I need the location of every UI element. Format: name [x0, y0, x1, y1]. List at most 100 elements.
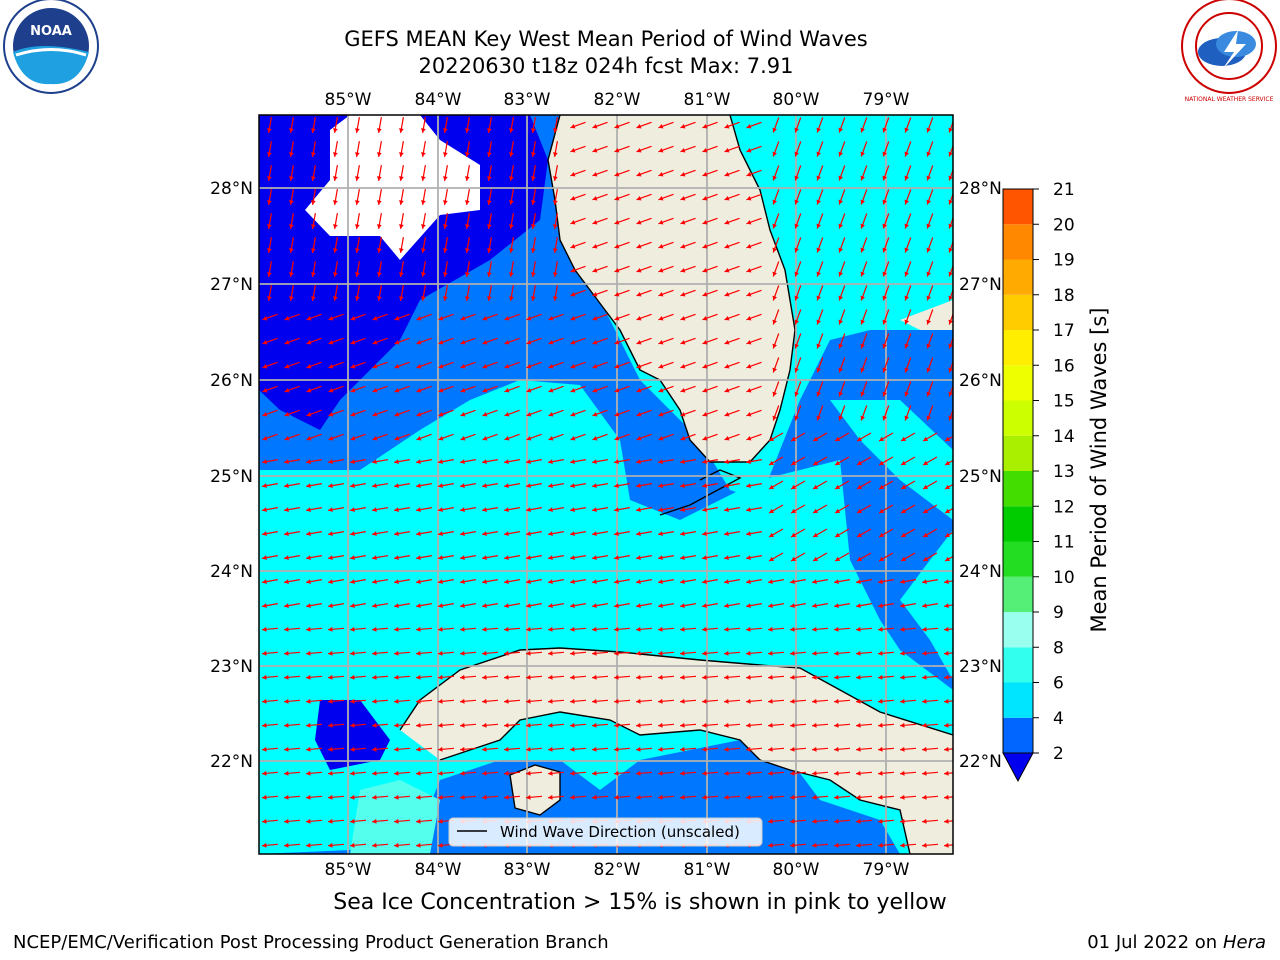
wave-arrowhead — [702, 195, 708, 201]
wave-arrowhead — [262, 339, 268, 345]
wave-arrowhead — [702, 315, 708, 321]
wave-arrowhead — [724, 435, 730, 441]
wave-arrowhead — [443, 176, 448, 181]
wave-arrowhead — [504, 507, 509, 512]
wave-arrowhead — [592, 674, 597, 680]
wave-arrowhead — [526, 315, 532, 321]
wave-arrowhead — [904, 367, 910, 373]
wave-arrowhead — [904, 151, 910, 157]
wave-arrowhead — [311, 128, 316, 133]
wave-arrowhead — [658, 746, 663, 752]
wave-arrowhead — [372, 770, 377, 776]
colorbar-segment — [1003, 576, 1033, 612]
wave-arrowhead — [680, 387, 686, 393]
wave-arrowhead — [267, 128, 272, 133]
wave-arrowhead — [838, 199, 844, 205]
wave-arrowhead — [306, 507, 311, 512]
wave-arrowhead — [592, 722, 597, 728]
wave-arrowhead — [658, 435, 664, 441]
wave-arrowhead — [416, 411, 422, 417]
wave-arrowhead — [794, 223, 800, 229]
wave-arrowhead — [882, 247, 888, 253]
wave-arrowhead — [904, 271, 910, 277]
wave-arrowhead — [262, 722, 267, 728]
wave-arrowhead — [262, 674, 267, 680]
wave-arrowhead — [816, 367, 822, 373]
wave-arrowhead — [769, 484, 775, 489]
wave-arrowhead — [438, 387, 444, 393]
wave-arrowhead — [834, 794, 839, 800]
wave-arrowhead — [636, 770, 641, 776]
wave-arrowhead — [306, 531, 311, 536]
wave-arrowhead — [482, 794, 487, 800]
wave-arrowhead — [460, 483, 465, 488]
wave-arrowhead — [416, 555, 421, 560]
wave-arrowhead — [416, 363, 422, 369]
wave-arrowhead — [262, 435, 268, 441]
wave-arrowhead — [658, 411, 664, 417]
wave-arrowhead — [592, 698, 597, 704]
map-plot-area — [259, 115, 953, 854]
wave-arrowhead — [311, 176, 316, 181]
wave-arrowhead — [945, 508, 951, 513]
wave-arrowhead — [944, 818, 949, 824]
colorbar-segment — [1003, 259, 1033, 295]
wave-arrowhead — [592, 626, 597, 632]
wave-arrowhead — [548, 507, 553, 512]
wave-arrowhead — [860, 199, 866, 205]
wave-arrowhead — [438, 411, 444, 417]
wave-arrowhead — [812, 722, 817, 728]
wave-arrowhead — [922, 650, 927, 656]
wave-arrowhead — [421, 272, 426, 277]
wave-arrowhead — [614, 579, 619, 584]
legend-label: Wind Wave Direction (unscaled) — [500, 823, 740, 841]
wave-arrowhead — [724, 123, 730, 129]
wave-arrowhead — [856, 579, 861, 584]
wave-arrowhead — [284, 650, 289, 656]
wave-arrowhead — [658, 794, 663, 800]
wave-arrowhead — [904, 391, 910, 397]
wave-arrowhead — [838, 151, 844, 157]
map-subtitle: 20220630 t18z 024h fcst Max: 7.91 — [418, 54, 794, 78]
wave-arrowhead — [882, 199, 888, 205]
wave-arrowhead — [592, 219, 598, 225]
wave-arrowhead — [614, 626, 619, 632]
wave-arrowhead — [702, 722, 707, 728]
wave-arrowhead — [592, 794, 597, 800]
wave-arrowhead — [879, 460, 885, 465]
wave-arrowhead — [482, 315, 488, 321]
wave-arrowhead — [948, 271, 953, 277]
wave-arrowhead — [901, 532, 907, 537]
wave-arrowhead — [926, 247, 932, 253]
wave-arrowhead — [504, 603, 509, 608]
wave-arrowhead — [460, 555, 465, 560]
wave-arrowhead — [878, 818, 883, 824]
wave-arrowhead — [328, 459, 333, 464]
wave-arrowhead — [724, 147, 730, 153]
wave-arrowhead — [350, 435, 356, 441]
wave-arrowhead — [658, 219, 664, 225]
wave-arrowhead — [504, 770, 509, 776]
wave-arrowhead — [768, 722, 773, 728]
wave-arrowhead — [922, 626, 927, 632]
lat-label-right: 24°N — [959, 562, 1002, 582]
wave-arrowhead — [746, 435, 752, 441]
wave-arrowhead — [284, 770, 289, 776]
wave-arrowhead — [482, 555, 487, 560]
wave-arrowhead — [592, 459, 597, 464]
wave-arrowhead — [328, 698, 333, 704]
wave-arrowhead — [816, 247, 822, 253]
wave-arrowhead — [702, 579, 707, 584]
colorbar-segment — [1003, 435, 1033, 471]
wave-arrowhead — [306, 579, 311, 584]
wave-arrowhead — [284, 818, 289, 824]
wave-arrowhead — [526, 507, 531, 512]
lat-label-right: 22°N — [959, 752, 1002, 772]
wave-arrowhead — [614, 123, 620, 129]
wave-arrowhead — [482, 579, 487, 584]
wave-arrowhead — [306, 770, 311, 776]
wave-arrowhead — [548, 698, 553, 704]
wave-arrowhead — [482, 603, 487, 608]
wave-arrowhead — [856, 603, 861, 608]
wave-arrowhead — [394, 626, 399, 632]
